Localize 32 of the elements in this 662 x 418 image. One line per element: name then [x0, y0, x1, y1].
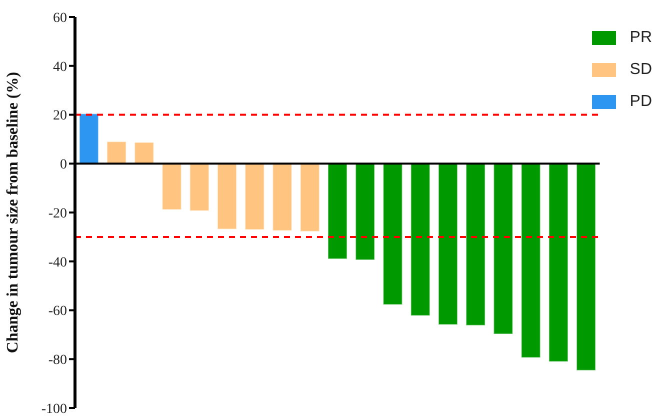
bar [327, 163, 348, 260]
y-tick-label: 0 [60, 158, 67, 173]
bar [217, 163, 238, 230]
y-tick-label: 20 [53, 108, 67, 124]
y-axis-title: Change in tumour size from baseline (%) [4, 72, 22, 354]
bar [300, 163, 320, 232]
bar [382, 163, 403, 306]
bar [576, 163, 596, 371]
y-tick-label: -40 [48, 255, 67, 270]
legend-label: SD [630, 60, 652, 80]
bar [520, 163, 541, 358]
bar [272, 163, 292, 232]
bar [493, 163, 514, 334]
bar [466, 163, 486, 326]
bar [438, 163, 458, 326]
y-tick-label: -80 [48, 353, 67, 368]
y-tick-label: 40 [53, 60, 67, 75]
y-tick-label: 60 [53, 10, 67, 26]
bar [162, 163, 182, 210]
bar [244, 163, 265, 230]
legend-label: PD [630, 92, 652, 112]
bar [78, 113, 99, 164]
y-tick-label: -100 [41, 402, 67, 417]
bar [134, 142, 154, 164]
bar [106, 141, 127, 164]
y-tick-label: -20 [48, 206, 67, 222]
bar [410, 163, 430, 316]
bar [355, 163, 376, 260]
bar [189, 163, 210, 212]
bar [548, 163, 568, 362]
legend-label: PR [630, 28, 652, 48]
y-tick-label: -60 [48, 304, 67, 320]
